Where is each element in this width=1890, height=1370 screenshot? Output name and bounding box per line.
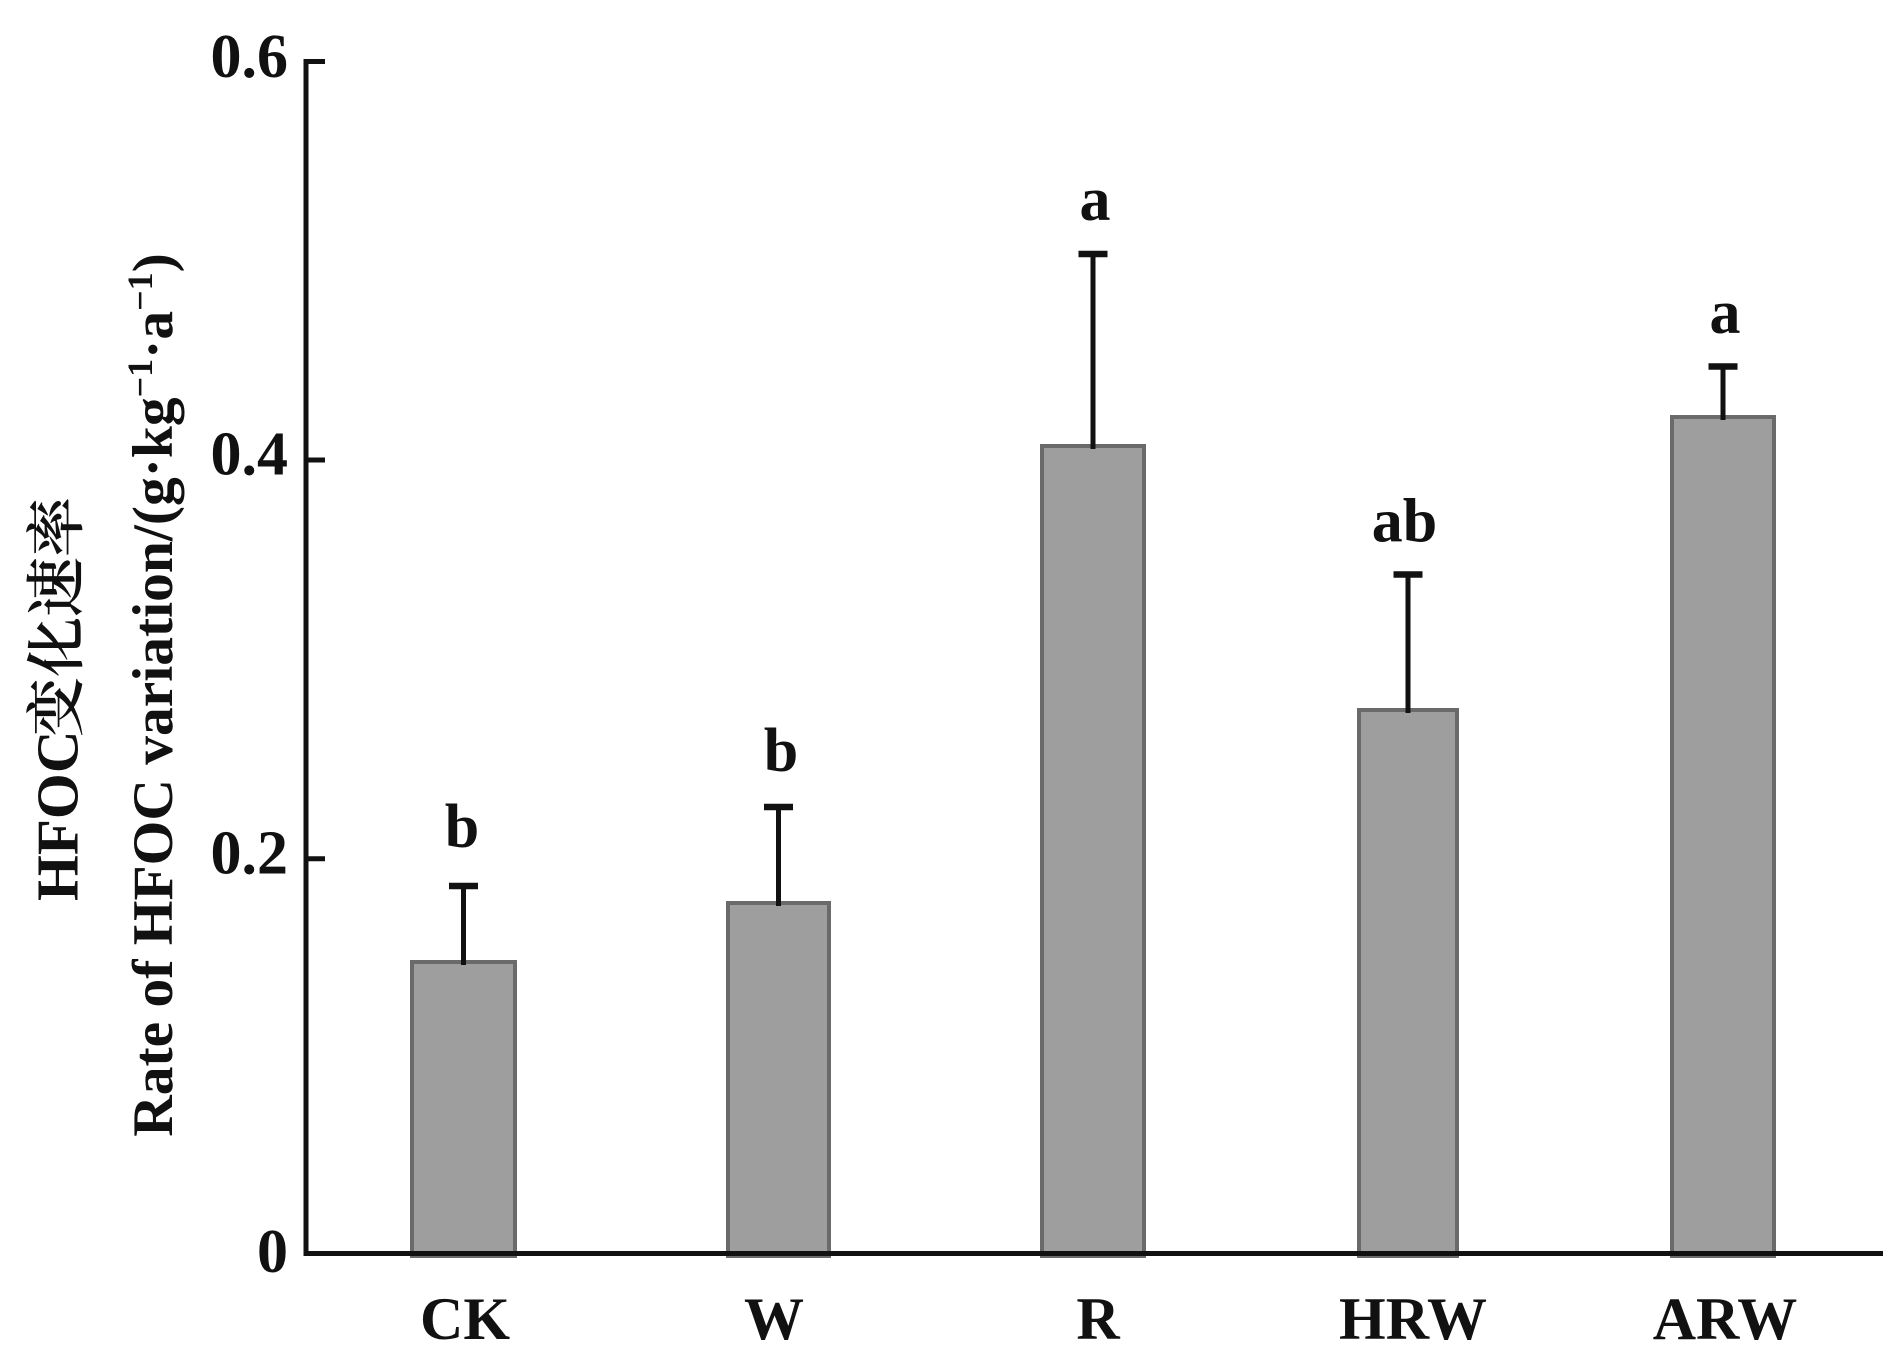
svg-text:a: a xyxy=(1710,279,1741,347)
svg-text:Rate of HFOC variation/(g·kg−1: Rate of HFOC variation/(g·kg−1·a−1) xyxy=(120,253,185,1137)
svg-text:HRW: HRW xyxy=(1339,1286,1487,1352)
svg-text:0: 0 xyxy=(257,1218,288,1286)
svg-text:HFOC: HFOC xyxy=(24,731,90,901)
svg-text:R: R xyxy=(1076,1286,1120,1352)
svg-text:a: a xyxy=(1080,166,1111,234)
svg-text:CK: CK xyxy=(420,1286,510,1352)
svg-text:0.2: 0.2 xyxy=(211,820,289,888)
svg-text:b: b xyxy=(764,717,798,785)
svg-text:0.6: 0.6 xyxy=(211,23,289,91)
svg-text:b: b xyxy=(445,793,479,861)
svg-text:ab: ab xyxy=(1372,488,1437,556)
svg-text:0.4: 0.4 xyxy=(211,421,289,489)
svg-text:ARW: ARW xyxy=(1653,1286,1798,1352)
svg-text:W: W xyxy=(744,1286,804,1352)
